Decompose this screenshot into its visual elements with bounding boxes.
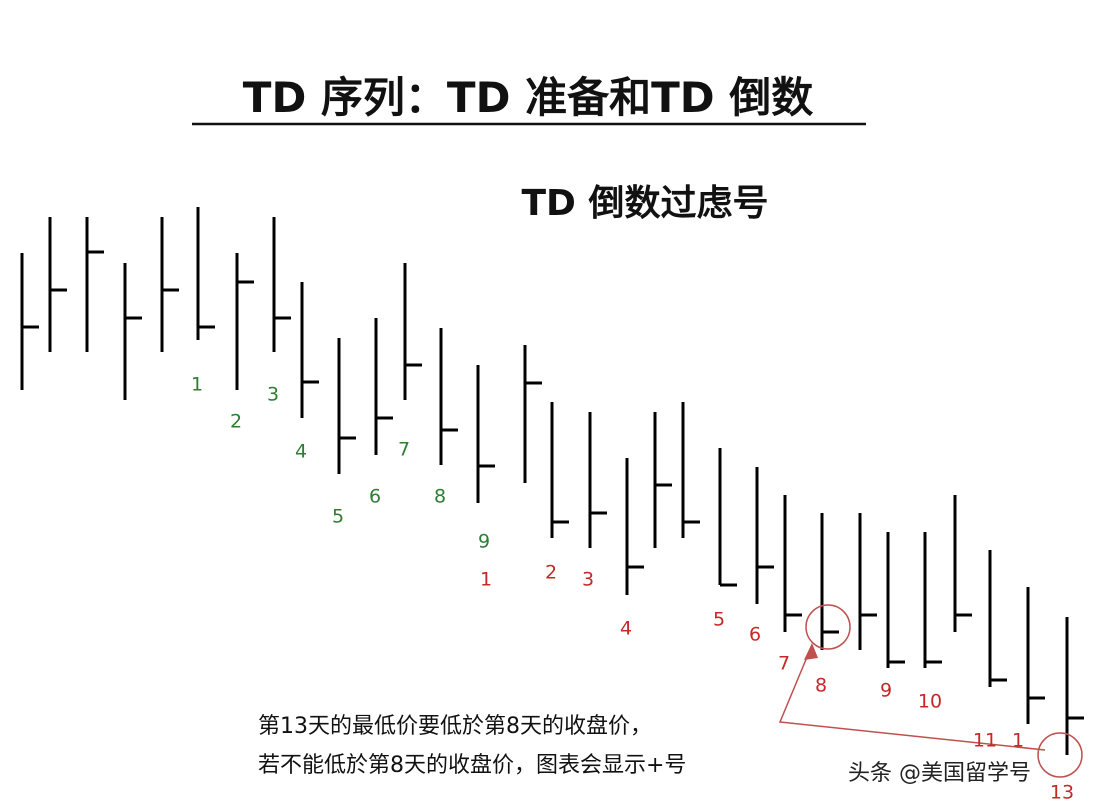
- countdown-label: 13: [1050, 782, 1074, 804]
- countdown-label: 6: [749, 624, 761, 646]
- note-line: 第13天的最低价要低於第8天的收盘价，: [258, 714, 652, 739]
- setup-label: 1: [191, 374, 203, 396]
- countdown-label: 7: [778, 653, 790, 675]
- countdown-label: 10: [918, 691, 942, 713]
- setup-label: 7: [398, 439, 410, 461]
- countdown-label: 2: [545, 562, 557, 584]
- setup-label: 9: [478, 531, 490, 553]
- countdown-label: 1: [1012, 730, 1024, 752]
- countdown-label: 4: [620, 618, 632, 640]
- countdown-label: 5: [713, 609, 725, 631]
- setup-label: 6: [369, 486, 381, 508]
- setup-label: 2: [230, 411, 242, 433]
- price-bars: [20, 207, 1084, 755]
- countdown-label: 3: [582, 569, 594, 591]
- setup-label: 5: [332, 506, 344, 528]
- countdown-label: 8: [815, 675, 827, 697]
- countdown-label: 9: [880, 680, 892, 702]
- title: TD 序列：TD 准备和TD 倒数: [243, 73, 813, 122]
- setup-label: 4: [295, 441, 307, 463]
- arrow-line: [778, 644, 1046, 751]
- highlight-circle: [1037, 732, 1083, 778]
- countdown-label: 11: [973, 730, 997, 752]
- setup-label: 3: [267, 384, 279, 406]
- countdown-label: 1: [480, 569, 492, 591]
- watermark: 头条 @美国留学号: [848, 761, 1031, 786]
- note-line: 若不能低於第8天的收盘价，图表会显示+号: [258, 753, 686, 778]
- arrow-head: [804, 643, 818, 660]
- subtitle: TD 倒数过虑号: [522, 183, 769, 224]
- highlight-circle: [805, 604, 851, 650]
- setup-label: 8: [434, 486, 446, 508]
